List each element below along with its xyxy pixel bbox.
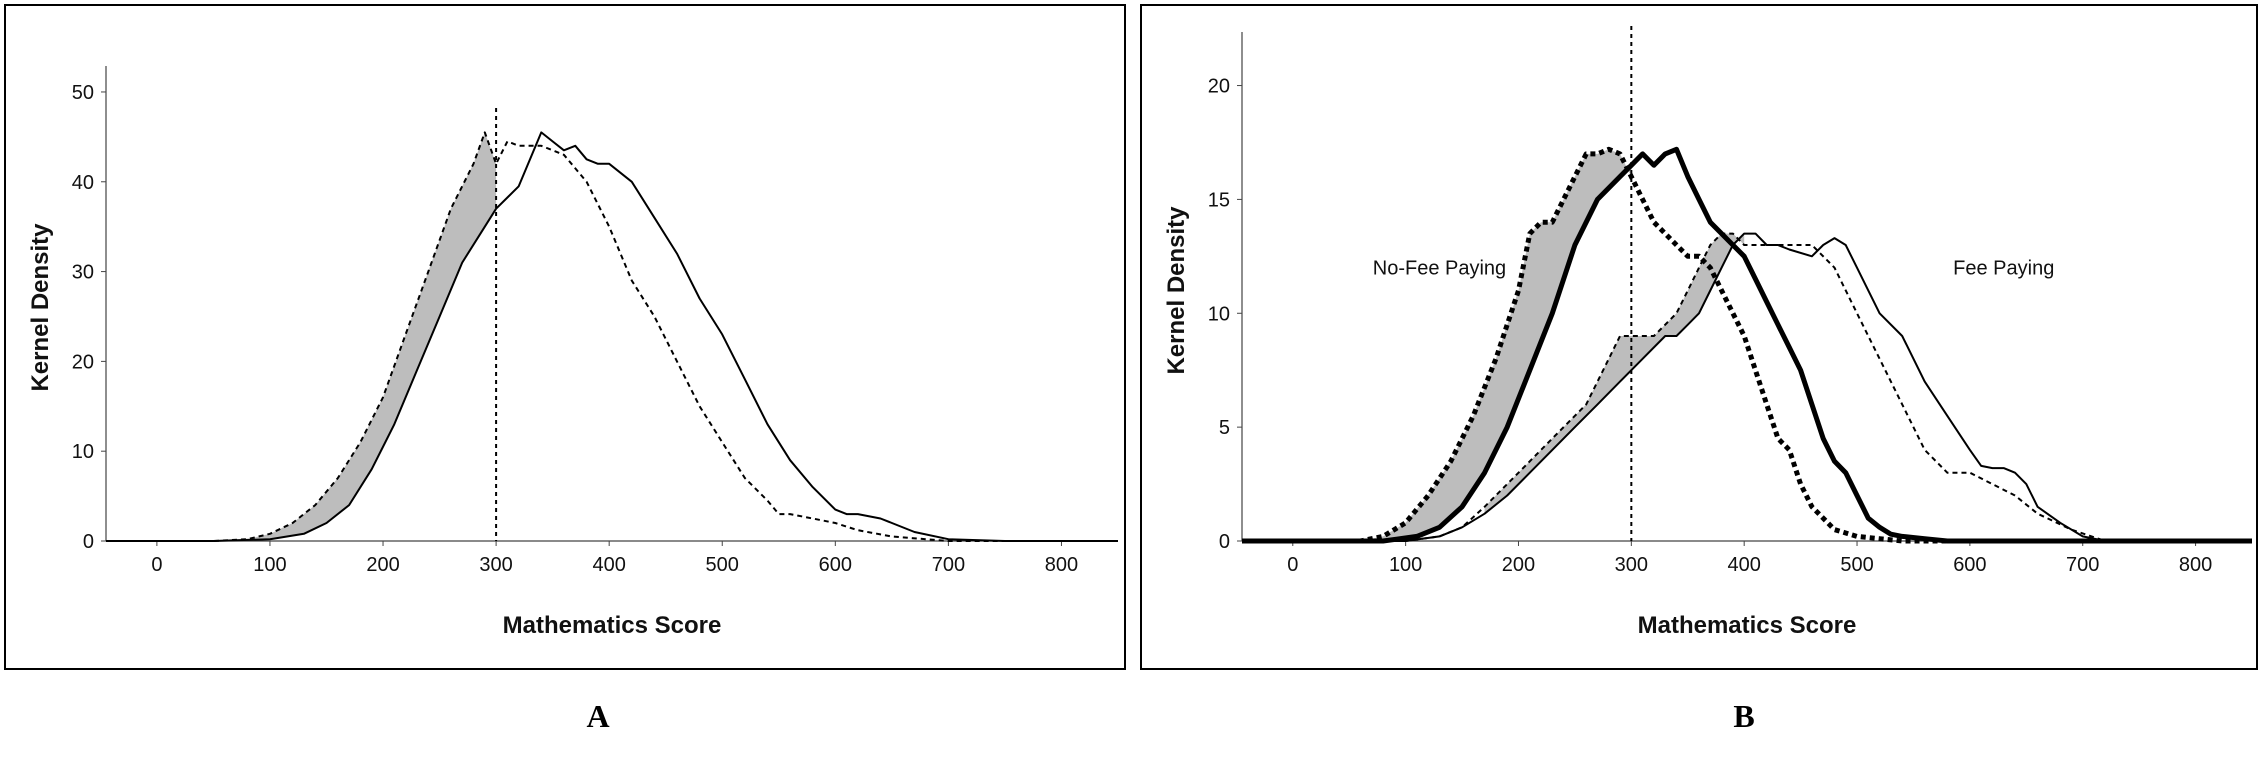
x-tick-label: 800 bbox=[1045, 554, 1078, 576]
y-axis-title: Kernel Density bbox=[1163, 206, 1190, 375]
x-tick-label: 100 bbox=[1389, 554, 1422, 576]
chart-panel-a: 0 100 200 300 400 500 600 700 800 0 10 20 30 40 50 Math… bbox=[4, 4, 1126, 670]
x-tick-label: 400 bbox=[1727, 554, 1760, 576]
x-tick-label: 300 bbox=[1615, 554, 1648, 576]
y-tick-label: 0 bbox=[1219, 531, 1230, 553]
x-tick-label: 0 bbox=[1287, 554, 1298, 576]
x-tick-label: 600 bbox=[1953, 554, 1986, 576]
y-tick-label: 20 bbox=[1208, 76, 1230, 98]
y-tick-label: 40 bbox=[72, 172, 94, 194]
x-tick-label: 200 bbox=[1502, 554, 1535, 576]
panel-label-a: A bbox=[586, 698, 610, 734]
x-axis-title: Mathematics Score bbox=[503, 612, 722, 639]
y-tick-label: 30 bbox=[72, 262, 94, 284]
chart-panel-b: 0 100 200 300 400 500 600 700 800 0 5 10 15 20 Mathema… bbox=[1140, 4, 2258, 670]
annotation-label: No-Fee Paying bbox=[1373, 258, 1506, 280]
x-tick-label: 500 bbox=[1840, 554, 1873, 576]
y-tick-label: 15 bbox=[1208, 189, 1230, 211]
x-tick-label: 800 bbox=[2179, 554, 2212, 576]
y-tick-label: 20 bbox=[72, 351, 94, 373]
x-tick-label: 700 bbox=[932, 554, 965, 576]
density-line-dashed-normal bbox=[1242, 232, 2252, 542]
shaded-region bbox=[1484, 233, 1745, 514]
shaded-region bbox=[1360, 149, 1632, 542]
y-tick-label: 50 bbox=[72, 82, 94, 104]
density-line-solid-normal bbox=[1242, 232, 2252, 542]
density-line-solid-bold bbox=[1242, 146, 2252, 544]
x-tick-label: 500 bbox=[706, 554, 739, 576]
y-tick-label: 5 bbox=[1219, 417, 1230, 439]
chart-a-svg: 0 100 200 300 400 500 600 700 800 0 10 20 30 40 50 Math… bbox=[27, 66, 1118, 639]
x-tick-label: 600 bbox=[819, 554, 852, 576]
x-tick-label: 700 bbox=[2066, 554, 2099, 576]
density-line-solid-normal bbox=[106, 131, 1118, 542]
density-line-dashed-normal bbox=[106, 131, 1118, 542]
y-tick-label: 0 bbox=[83, 531, 94, 553]
x-tick-label: 300 bbox=[479, 554, 512, 576]
x-axis-title: Mathematics Score bbox=[1638, 612, 1857, 639]
annotation-label: Fee Paying bbox=[1953, 258, 2054, 280]
x-tick-label: 100 bbox=[253, 554, 286, 576]
panel-label-b: B bbox=[1733, 698, 1755, 734]
y-tick-label: 10 bbox=[1208, 303, 1230, 325]
chart-b-svg: 0 100 200 300 400 500 600 700 800 0 5 10 15 20 Mathema… bbox=[1163, 26, 2252, 639]
x-tick-label: 200 bbox=[366, 554, 399, 576]
x-tick-label: 400 bbox=[592, 554, 625, 576]
x-tick-label: 0 bbox=[151, 554, 162, 576]
density-line-dashed-bold bbox=[1242, 146, 2252, 544]
shaded-region bbox=[224, 132, 497, 541]
y-axis-title: Kernel Density bbox=[27, 223, 54, 392]
y-tick-label: 10 bbox=[72, 441, 94, 463]
